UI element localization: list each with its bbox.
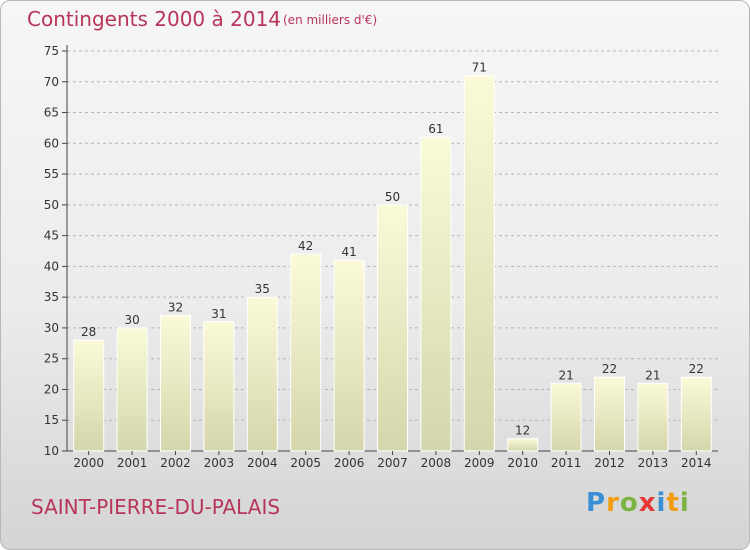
y-tick-label: 70 xyxy=(44,75,59,89)
bar-value-label: 28 xyxy=(81,325,96,339)
y-tick-label: 15 xyxy=(44,413,59,427)
logo-letter: t xyxy=(666,488,680,518)
x-tick-label: 2007 xyxy=(377,456,408,470)
bar-value-label: 22 xyxy=(602,362,617,376)
bar xyxy=(637,382,669,452)
logo-letter: i xyxy=(656,488,667,518)
chart-title: Contingents 2000 à 2014 xyxy=(27,7,282,31)
bar-value-label: 41 xyxy=(341,245,356,259)
x-tick-label: 2008 xyxy=(421,456,452,470)
x-tick-label: 2009 xyxy=(464,456,495,470)
x-tick-label: 2006 xyxy=(334,456,365,470)
bar xyxy=(550,382,582,452)
logo-letter: o xyxy=(619,488,639,518)
bar xyxy=(377,204,408,452)
logo-letter: x xyxy=(638,488,657,518)
bar xyxy=(246,296,278,452)
y-tick-label: 65 xyxy=(44,106,59,120)
bar xyxy=(73,339,105,452)
proxiti-logo: Proxiti xyxy=(586,488,690,518)
y-tick-label: 35 xyxy=(44,290,59,304)
x-tick-label: 2001 xyxy=(117,456,148,470)
y-tick-label: 20 xyxy=(44,382,59,396)
bar-value-label: 71 xyxy=(472,61,487,75)
commune-name: SAINT-PIERRE-DU-PALAIS xyxy=(31,495,281,519)
y-tick-label: 55 xyxy=(44,167,59,181)
bar xyxy=(507,438,539,452)
bar-value-label: 50 xyxy=(385,190,400,204)
x-tick-label: 2002 xyxy=(160,456,191,470)
bar-value-label: 30 xyxy=(124,313,139,327)
x-tick-label: 2011 xyxy=(551,456,582,470)
bar-value-label: 35 xyxy=(255,282,270,296)
y-tick-label: 25 xyxy=(44,352,59,366)
bar-value-label: 12 xyxy=(515,424,530,438)
y-tick-label: 50 xyxy=(44,198,59,212)
bar-value-label: 21 xyxy=(645,368,660,382)
y-tick-label: 45 xyxy=(44,229,59,243)
x-tick-label: 2004 xyxy=(247,456,278,470)
x-tick-label: 2005 xyxy=(290,456,321,470)
logo-letter: i xyxy=(679,488,690,518)
x-tick-label: 2013 xyxy=(638,456,669,470)
bar xyxy=(420,136,452,452)
x-tick-label: 2000 xyxy=(73,456,104,470)
bar xyxy=(116,327,148,452)
bar-value-label: 21 xyxy=(558,368,573,382)
bar-value-label: 32 xyxy=(168,301,183,315)
x-tick-label: 2012 xyxy=(594,456,625,470)
bar-value-label: 61 xyxy=(428,122,443,136)
chart-subtitle: (en milliers d'€) xyxy=(283,13,378,27)
bar-value-label: 31 xyxy=(211,307,226,321)
y-tick-label: 60 xyxy=(44,136,59,150)
bar xyxy=(594,376,625,452)
y-tick-label: 75 xyxy=(44,44,59,58)
bar-value-label: 22 xyxy=(689,362,704,376)
y-tick-label: 10 xyxy=(44,444,59,458)
bar xyxy=(203,321,235,452)
y-tick-label: 40 xyxy=(44,259,59,273)
bar xyxy=(333,259,365,452)
logo-letter: P xyxy=(586,488,607,518)
x-tick-label: 2014 xyxy=(681,456,712,470)
bar xyxy=(160,315,191,452)
y-tick-label: 30 xyxy=(44,321,59,335)
x-tick-label: 2003 xyxy=(204,456,235,470)
logo-letter: r xyxy=(606,488,620,518)
bar-value-label: 42 xyxy=(298,239,313,253)
bar xyxy=(290,253,322,452)
bar xyxy=(463,75,495,452)
x-tick-label: 2010 xyxy=(507,456,538,470)
bar xyxy=(680,376,712,452)
